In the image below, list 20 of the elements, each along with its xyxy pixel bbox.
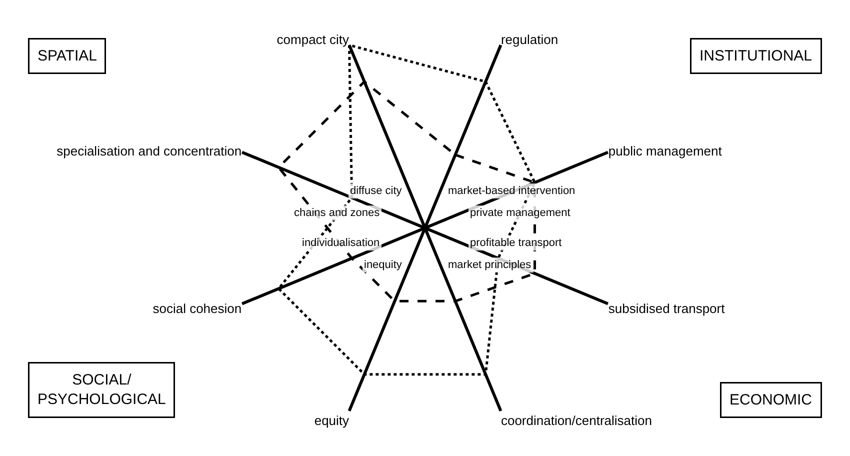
text: private management (470, 207, 570, 219)
spoke-label: regulation (500, 32, 558, 47)
spoke-label: compact city (276, 32, 350, 47)
text: market principles (448, 259, 532, 271)
text: ECONOMIC (730, 392, 812, 408)
text: diffuse city (350, 185, 402, 197)
text: chains and zones (294, 207, 380, 219)
text: inequity (364, 259, 402, 271)
spoke-label: social cohesion (152, 301, 242, 316)
text: individualisation (302, 237, 380, 249)
spoke-label: public management (608, 143, 722, 158)
text: SOCIAL/ PSYCHOLOGICAL (38, 372, 166, 408)
text: SPATIAL (38, 48, 97, 64)
spoke-label: coordination/centralisation (500, 413, 652, 428)
spoke-label: subsidised transport (608, 301, 726, 316)
text: INSTITUTIONAL (700, 48, 812, 64)
text: profitable transport (470, 237, 562, 249)
spoke-label: equity (314, 413, 350, 428)
spoke-label: specialisation and concentration (56, 143, 242, 158)
text: market-based intervention (448, 185, 576, 197)
